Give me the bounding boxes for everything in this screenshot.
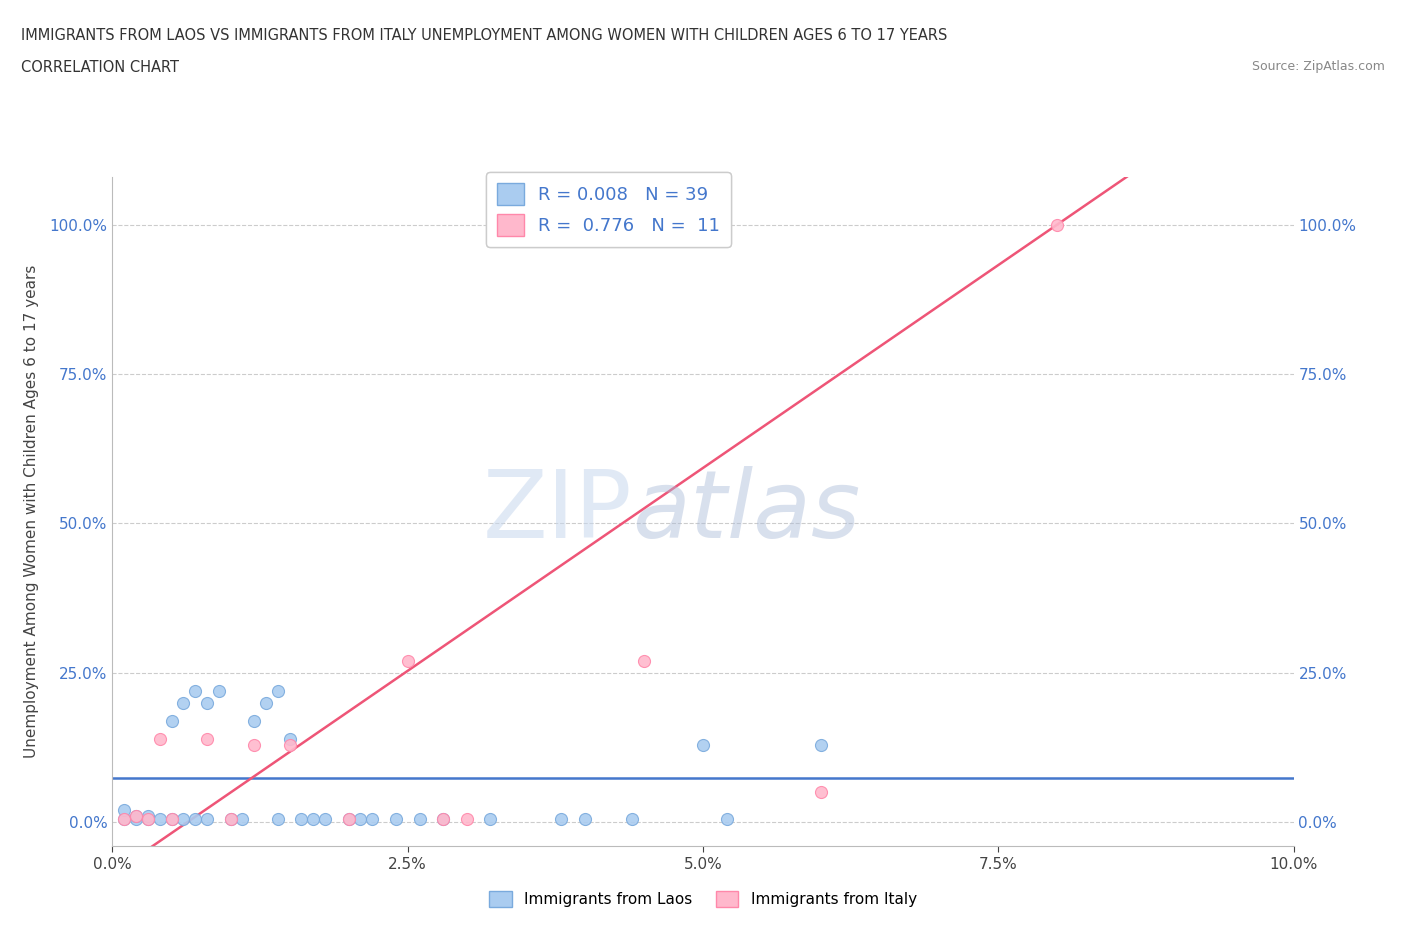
Point [432, 812, 454, 827]
Point [160, 812, 183, 827]
Point [254, 696, 277, 711]
Point [267, 812, 290, 827]
Point [112, 812, 135, 827]
Point [231, 812, 253, 827]
Legend: R = 0.008   N = 39, R =  0.776   N =  11: R = 0.008 N = 39, R = 0.776 N = 11 [486, 172, 731, 247]
Point [125, 809, 148, 824]
Legend: Immigrants from Laos, Immigrants from Italy: Immigrants from Laos, Immigrants from It… [484, 884, 922, 913]
Point [195, 812, 218, 827]
Point [136, 809, 159, 824]
Point [136, 812, 159, 827]
Text: IMMIGRANTS FROM LAOS VS IMMIGRANTS FROM ITALY UNEMPLOYMENT AMONG WOMEN WITH CHIL: IMMIGRANTS FROM LAOS VS IMMIGRANTS FROM … [21, 28, 948, 43]
Point [195, 731, 218, 746]
Point [337, 812, 360, 827]
Point [810, 737, 832, 752]
Point [112, 812, 135, 827]
Point [302, 812, 325, 827]
Point [160, 812, 183, 827]
Text: CORRELATION CHART: CORRELATION CHART [21, 60, 179, 75]
Point [692, 737, 714, 752]
Point [574, 812, 596, 827]
Point [810, 785, 832, 800]
Point [550, 812, 572, 827]
Point [396, 654, 419, 669]
Point [184, 812, 207, 827]
Point [314, 812, 336, 827]
Point [160, 713, 183, 728]
Point [408, 812, 430, 827]
Point [290, 812, 312, 827]
Point [621, 812, 644, 827]
Point [219, 812, 242, 827]
Point [172, 696, 194, 711]
Text: atlas: atlas [633, 466, 860, 557]
Point [432, 812, 454, 827]
Point [349, 812, 371, 827]
Point [361, 812, 384, 827]
Point [125, 812, 148, 827]
Point [184, 684, 207, 698]
Point [149, 812, 172, 827]
Point [456, 812, 478, 827]
Point [112, 803, 135, 817]
Point [633, 654, 655, 669]
Point [172, 812, 194, 827]
Point [149, 731, 172, 746]
Point [479, 812, 502, 827]
Y-axis label: Unemployment Among Women with Children Ages 6 to 17 years: Unemployment Among Women with Children A… [24, 265, 38, 758]
Point [208, 684, 231, 698]
Point [278, 731, 301, 746]
Point [243, 713, 266, 728]
Point [1046, 217, 1069, 232]
Text: ZIP: ZIP [482, 466, 633, 557]
Point [385, 812, 408, 827]
Point [136, 812, 159, 827]
Text: Source: ZipAtlas.com: Source: ZipAtlas.com [1251, 60, 1385, 73]
Point [337, 812, 360, 827]
Point [267, 684, 290, 698]
Point [125, 809, 148, 824]
Point [219, 812, 242, 827]
Point [278, 737, 301, 752]
Point [716, 812, 738, 827]
Point [195, 696, 218, 711]
Point [243, 737, 266, 752]
